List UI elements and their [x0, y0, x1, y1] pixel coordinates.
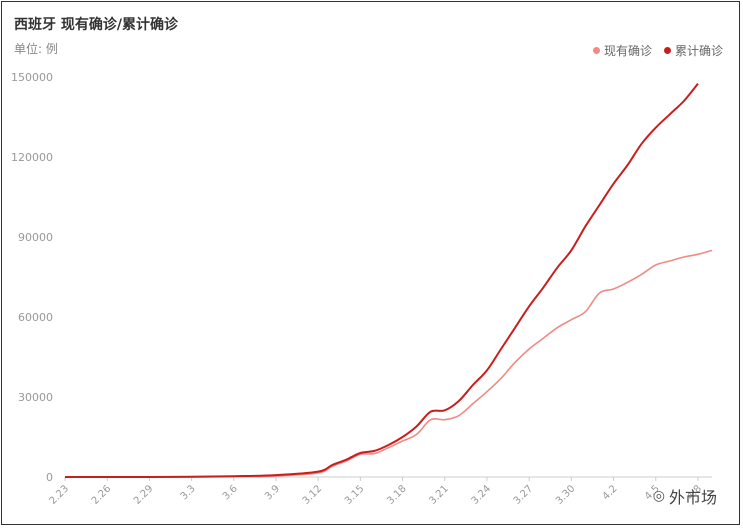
x-tick-label: 2.23 [48, 483, 72, 507]
legend-item-current[interactable]: 现有确诊 [592, 42, 652, 59]
legend-label-current: 现有确诊 [603, 44, 652, 58]
x-tick-label: 3.6 [221, 483, 240, 502]
watermark: ◎ 外市场 [653, 484, 717, 508]
series-line-current [65, 249, 713, 478]
y-tick-label: 120000 [11, 151, 53, 164]
x-tick-label: 3.12 [301, 483, 325, 507]
y-tick-label: 150000 [11, 71, 53, 84]
chart-unit: 单位: 例 [14, 42, 58, 56]
series-line-cumulative [65, 83, 699, 479]
x-tick-label: 3.24 [470, 483, 494, 507]
y-tick-label: 30000 [18, 391, 53, 404]
x-tick-label: 2.29 [132, 483, 156, 507]
legend-dot-current [592, 47, 600, 54]
x-tick-label: 3.15 [343, 483, 367, 507]
x-tick-label: 4.2 [601, 483, 620, 502]
chart-legend: 现有确诊 累计确诊 [592, 42, 723, 59]
x-tick-label: 3.30 [554, 483, 578, 507]
y-tick-label: 0 [46, 471, 53, 484]
y-tick-label: 90000 [18, 231, 53, 244]
x-tick-label: 3.3 [179, 483, 198, 502]
x-tick-label: 2.26 [90, 483, 114, 507]
legend-dot-cumulative [663, 47, 671, 54]
x-tick-label: 3.18 [385, 483, 409, 507]
x-tick-label: 3.27 [512, 483, 536, 507]
x-tick-label: 3.21 [427, 483, 451, 507]
chart-title: 西班牙 现有确诊/累计确诊 [14, 17, 178, 33]
wechat-icon: ◎ [652, 488, 665, 504]
legend-label-cumulative: 累计确诊 [674, 44, 723, 58]
y-tick-label: 60000 [18, 311, 53, 324]
legend-item-cumulative[interactable]: 累计确诊 [663, 42, 723, 59]
watermark-text: 外市场 [668, 488, 717, 507]
x-tick-label: 3.9 [263, 483, 282, 502]
